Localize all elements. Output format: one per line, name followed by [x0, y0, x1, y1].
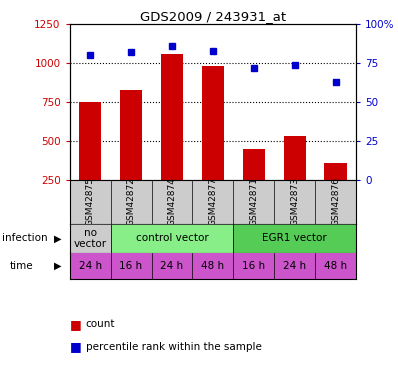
Bar — [111, 224, 233, 253]
Text: ■: ■ — [70, 318, 82, 331]
Bar — [161, 54, 183, 180]
Text: 16 h: 16 h — [119, 261, 142, 271]
Text: GSM42875: GSM42875 — [86, 177, 95, 226]
Bar — [243, 148, 265, 180]
Bar — [233, 224, 356, 253]
Bar — [79, 102, 101, 180]
Text: GSM42873: GSM42873 — [290, 177, 299, 226]
Bar — [324, 162, 347, 180]
Text: GSM42874: GSM42874 — [168, 177, 176, 226]
Bar — [202, 66, 224, 180]
Text: EGR1 vector: EGR1 vector — [262, 233, 327, 243]
Text: 24 h: 24 h — [160, 261, 183, 271]
Text: GSM42872: GSM42872 — [127, 177, 136, 226]
Text: 48 h: 48 h — [201, 261, 224, 271]
Text: 16 h: 16 h — [242, 261, 265, 271]
Text: ▶: ▶ — [54, 261, 61, 271]
Text: infection: infection — [2, 233, 48, 243]
Text: 24 h: 24 h — [283, 261, 306, 271]
Text: count: count — [86, 320, 115, 329]
Bar — [120, 90, 142, 180]
Text: control vector: control vector — [136, 233, 209, 243]
Text: ▶: ▶ — [54, 233, 61, 243]
Text: time: time — [10, 261, 33, 271]
Text: percentile rank within the sample: percentile rank within the sample — [86, 342, 261, 352]
Bar — [283, 136, 306, 180]
Text: no
vector: no vector — [74, 228, 107, 249]
Text: ■: ■ — [70, 340, 82, 353]
Text: GSM42876: GSM42876 — [331, 177, 340, 226]
Bar — [70, 224, 111, 253]
Title: GDS2009 / 243931_at: GDS2009 / 243931_at — [140, 10, 286, 23]
Text: GSM42877: GSM42877 — [209, 177, 217, 226]
Text: 24 h: 24 h — [78, 261, 101, 271]
Text: 48 h: 48 h — [324, 261, 347, 271]
Text: GSM42871: GSM42871 — [250, 177, 258, 226]
